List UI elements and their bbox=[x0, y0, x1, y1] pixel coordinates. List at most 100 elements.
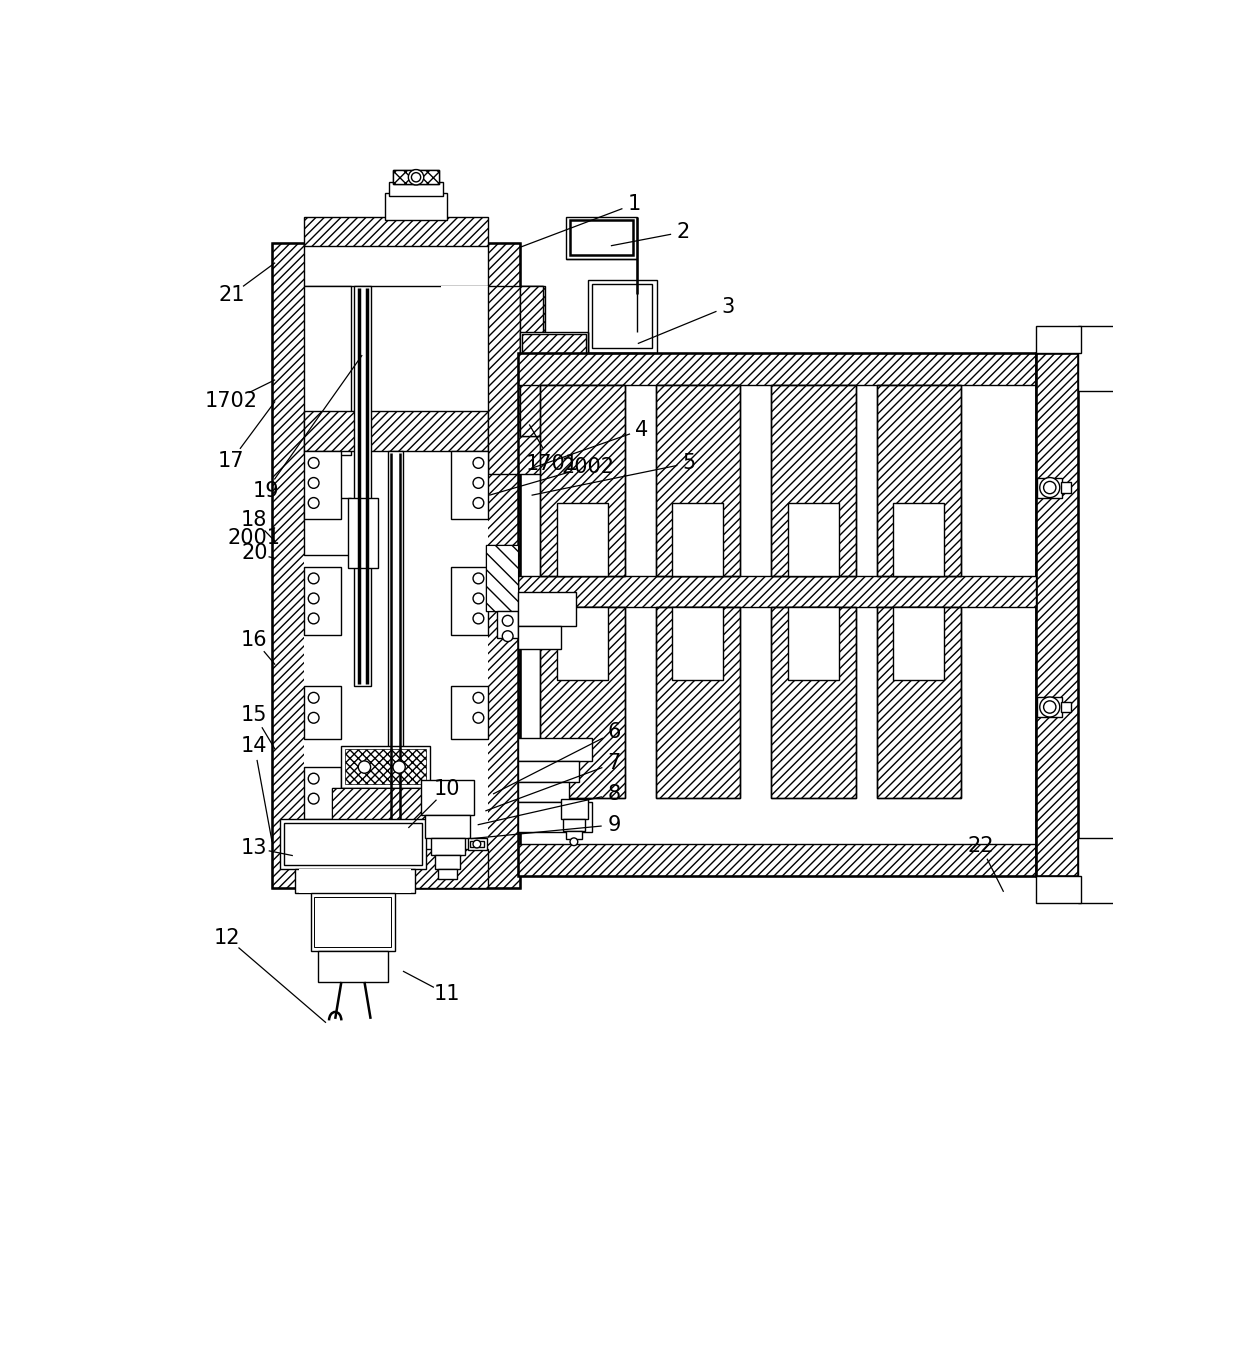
Bar bbox=[389, 182, 443, 196]
Bar bbox=[441, 286, 487, 670]
Circle shape bbox=[472, 573, 484, 584]
Bar bbox=[497, 610, 518, 637]
Bar bbox=[439, 869, 456, 880]
Bar bbox=[1079, 839, 1123, 903]
Circle shape bbox=[309, 793, 319, 804]
Text: 12: 12 bbox=[215, 928, 241, 948]
Bar bbox=[304, 498, 351, 555]
Bar bbox=[450, 451, 487, 518]
Bar bbox=[656, 607, 740, 798]
Circle shape bbox=[309, 594, 319, 603]
Bar bbox=[272, 244, 520, 888]
Bar bbox=[1060, 702, 1071, 713]
Text: 16: 16 bbox=[241, 631, 268, 650]
Text: 22: 22 bbox=[967, 836, 993, 855]
Bar bbox=[771, 607, 856, 798]
Circle shape bbox=[1040, 477, 1060, 498]
Bar bbox=[567, 830, 582, 839]
Bar bbox=[1035, 326, 1080, 353]
Bar bbox=[422, 780, 474, 815]
Circle shape bbox=[472, 594, 484, 603]
Text: 3: 3 bbox=[722, 297, 734, 316]
Bar bbox=[518, 761, 579, 782]
Bar bbox=[1079, 326, 1123, 391]
Bar bbox=[771, 386, 856, 576]
Circle shape bbox=[502, 631, 513, 642]
Bar bbox=[541, 607, 625, 798]
Bar bbox=[299, 869, 410, 893]
Bar bbox=[304, 767, 341, 819]
Circle shape bbox=[472, 692, 484, 703]
Text: 1702: 1702 bbox=[205, 391, 258, 412]
Text: 8: 8 bbox=[608, 784, 620, 804]
Bar bbox=[588, 279, 657, 353]
Text: 13: 13 bbox=[241, 839, 268, 858]
Bar bbox=[304, 286, 487, 850]
Bar bbox=[304, 566, 341, 635]
Bar bbox=[348, 498, 377, 569]
Bar bbox=[541, 386, 625, 576]
Bar bbox=[567, 216, 637, 259]
Bar bbox=[304, 216, 487, 246]
Bar bbox=[541, 386, 625, 576]
Text: 2: 2 bbox=[677, 222, 689, 242]
Bar bbox=[1060, 482, 1071, 492]
Text: 19: 19 bbox=[253, 482, 279, 502]
Bar bbox=[332, 788, 440, 822]
Circle shape bbox=[358, 761, 371, 773]
Bar bbox=[450, 687, 487, 739]
Circle shape bbox=[309, 498, 319, 509]
Circle shape bbox=[472, 457, 484, 468]
Bar bbox=[877, 386, 961, 576]
Bar bbox=[557, 607, 608, 680]
Bar bbox=[304, 286, 351, 456]
Text: 15: 15 bbox=[241, 705, 268, 725]
Bar bbox=[345, 750, 427, 784]
Bar bbox=[672, 607, 723, 680]
Circle shape bbox=[309, 773, 319, 784]
Bar bbox=[388, 451, 403, 821]
Circle shape bbox=[472, 840, 481, 848]
Text: 14: 14 bbox=[241, 736, 268, 755]
Bar bbox=[1035, 353, 1079, 877]
Bar bbox=[304, 216, 487, 246]
Bar bbox=[894, 503, 945, 576]
Bar bbox=[393, 171, 439, 185]
Bar bbox=[304, 850, 487, 888]
Text: 10: 10 bbox=[434, 780, 460, 799]
Bar bbox=[518, 737, 591, 761]
Text: 17: 17 bbox=[218, 450, 244, 471]
Bar bbox=[877, 607, 961, 798]
Bar bbox=[1038, 698, 1063, 717]
Bar bbox=[280, 818, 427, 869]
Bar bbox=[520, 286, 543, 436]
Bar bbox=[315, 897, 392, 947]
Bar bbox=[393, 171, 439, 185]
Bar bbox=[787, 503, 838, 576]
Circle shape bbox=[1044, 700, 1056, 713]
Bar bbox=[486, 546, 518, 610]
Text: 1: 1 bbox=[627, 194, 641, 215]
Circle shape bbox=[309, 613, 319, 624]
Bar bbox=[304, 451, 341, 518]
Bar bbox=[518, 782, 568, 803]
Bar bbox=[304, 244, 487, 286]
Circle shape bbox=[502, 616, 513, 627]
Bar bbox=[486, 546, 518, 610]
Bar bbox=[430, 839, 465, 855]
Text: 2002: 2002 bbox=[562, 457, 614, 477]
Bar bbox=[304, 850, 487, 888]
Bar bbox=[522, 334, 587, 356]
Bar bbox=[518, 627, 560, 650]
Bar bbox=[272, 244, 520, 888]
Text: 4: 4 bbox=[635, 420, 649, 439]
Circle shape bbox=[472, 713, 484, 724]
Bar bbox=[450, 566, 487, 635]
Bar bbox=[518, 576, 1035, 607]
Bar bbox=[520, 286, 543, 436]
Bar bbox=[541, 607, 625, 798]
Bar bbox=[386, 193, 446, 220]
Circle shape bbox=[472, 613, 484, 624]
Bar bbox=[304, 286, 351, 456]
Bar bbox=[518, 353, 1035, 877]
